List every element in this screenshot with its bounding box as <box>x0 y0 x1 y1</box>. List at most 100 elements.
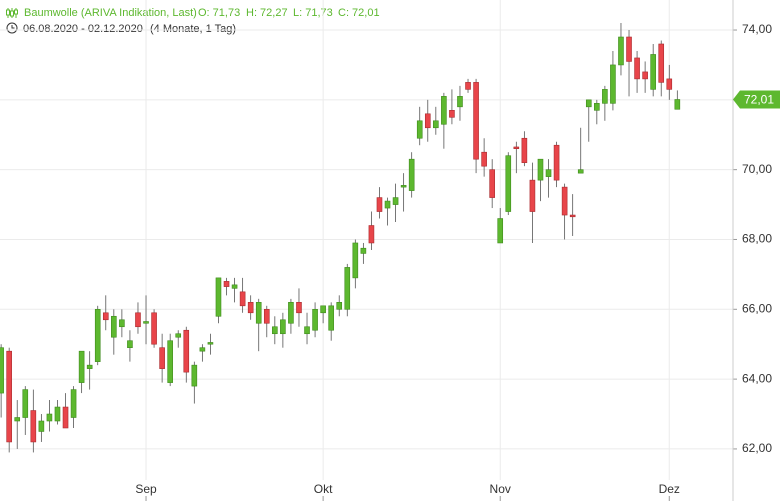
candle-body <box>545 169 552 177</box>
y-tick-label: 70,00 <box>742 162 772 176</box>
last-price-tag <box>733 90 780 109</box>
candle-body <box>207 342 214 345</box>
chart-title: Baumwolle (ARIVA Indikation, Last) <box>24 7 197 19</box>
candle-body <box>30 410 37 443</box>
candle-body <box>424 113 431 129</box>
grid <box>0 0 733 480</box>
x-tick-label: Okt <box>314 482 333 496</box>
candle-body <box>513 146 520 150</box>
candle-body <box>320 305 326 314</box>
candle-body <box>384 200 391 209</box>
candle-body <box>465 82 471 90</box>
candle-body <box>529 179 536 212</box>
candle-body <box>78 350 85 383</box>
candle-body <box>191 364 198 387</box>
candle-body <box>457 96 463 108</box>
candle-body <box>199 347 206 352</box>
candle-body <box>22 389 29 418</box>
date-range: 06.08.2020 - 02.12.2020 <box>23 23 143 35</box>
candle-body <box>626 36 632 62</box>
y-tick-label: 64,00 <box>742 371 772 385</box>
candle-body <box>215 277 222 317</box>
y-tick-label: 74,00 <box>742 22 772 36</box>
candle-body <box>54 406 61 422</box>
ohlc-high: H: 72,27 <box>246 7 288 19</box>
candle-body <box>577 169 584 174</box>
candle-body <box>86 364 93 369</box>
candle-body <box>312 308 318 331</box>
candle-body <box>231 284 238 289</box>
candle-body <box>127 340 133 348</box>
candle-body <box>537 158 544 181</box>
y-tick-label: 62,00 <box>742 441 772 455</box>
candle-body <box>602 89 608 104</box>
candle-body <box>247 302 254 314</box>
candle-body <box>497 218 504 244</box>
candle-body <box>392 197 399 205</box>
candle-body <box>14 417 21 422</box>
candle-body <box>223 281 230 287</box>
candle-body <box>561 186 568 216</box>
candle-body <box>674 99 681 110</box>
candle-body <box>433 120 439 129</box>
candle-body <box>441 96 447 125</box>
ohlc-close: C: 72,01 <box>338 7 380 19</box>
candle-body <box>569 214 576 218</box>
candle-body <box>666 78 673 90</box>
candle-body <box>610 64 616 104</box>
candle-body <box>360 247 367 254</box>
candle-body <box>143 321 149 324</box>
candle-body <box>473 82 479 160</box>
candle-body <box>344 267 351 310</box>
candle-body <box>352 242 359 279</box>
y-tick-label: 68,00 <box>742 232 772 246</box>
x-tick-label: Sep <box>135 482 157 496</box>
candle-body <box>239 291 246 307</box>
candle-body <box>634 57 640 80</box>
x-tick-label: Nov <box>490 482 511 496</box>
candle-body <box>159 347 165 369</box>
candle-body <box>111 315 117 338</box>
candle-body <box>481 151 487 167</box>
candle-body <box>449 110 455 118</box>
candle-body <box>151 312 157 345</box>
candle-body <box>416 120 423 139</box>
candle-body <box>46 413 53 422</box>
candle-body <box>553 144 560 181</box>
candle-body <box>594 103 600 111</box>
candle-body <box>376 197 383 212</box>
candle-body <box>167 340 173 383</box>
candle-body <box>328 305 334 331</box>
candle-body <box>585 99 592 108</box>
candle-body <box>408 158 415 191</box>
candle-icon <box>6 8 18 18</box>
candle-body <box>288 302 294 324</box>
candle-body <box>70 389 77 418</box>
candle-body <box>0 347 4 394</box>
candle-body <box>135 312 141 328</box>
candle-body <box>336 302 343 310</box>
candle-body <box>296 302 302 314</box>
candle-body <box>489 169 495 198</box>
candle-body <box>618 36 624 66</box>
candle-body <box>62 406 69 429</box>
candle-body <box>175 333 182 338</box>
candle-body <box>658 43 665 83</box>
last-price-label: 72,01 <box>744 93 774 107</box>
candle-body <box>650 54 656 90</box>
y-tick-label: 66,00 <box>742 301 772 315</box>
candle-body <box>38 420 45 432</box>
candle-body <box>521 137 528 163</box>
candle-body <box>642 71 648 80</box>
ohlc-open: O: 71,73 <box>198 7 240 19</box>
candle-body <box>400 185 407 188</box>
candle-body <box>183 329 190 373</box>
candle-body <box>263 308 270 324</box>
period: (4 Monate, 1 Tag) <box>150 23 236 35</box>
x-tick-label: Dez <box>659 482 680 496</box>
candle-body <box>94 308 101 362</box>
candle-body <box>280 319 286 335</box>
candle-body <box>368 225 375 244</box>
candle-body <box>272 326 278 335</box>
